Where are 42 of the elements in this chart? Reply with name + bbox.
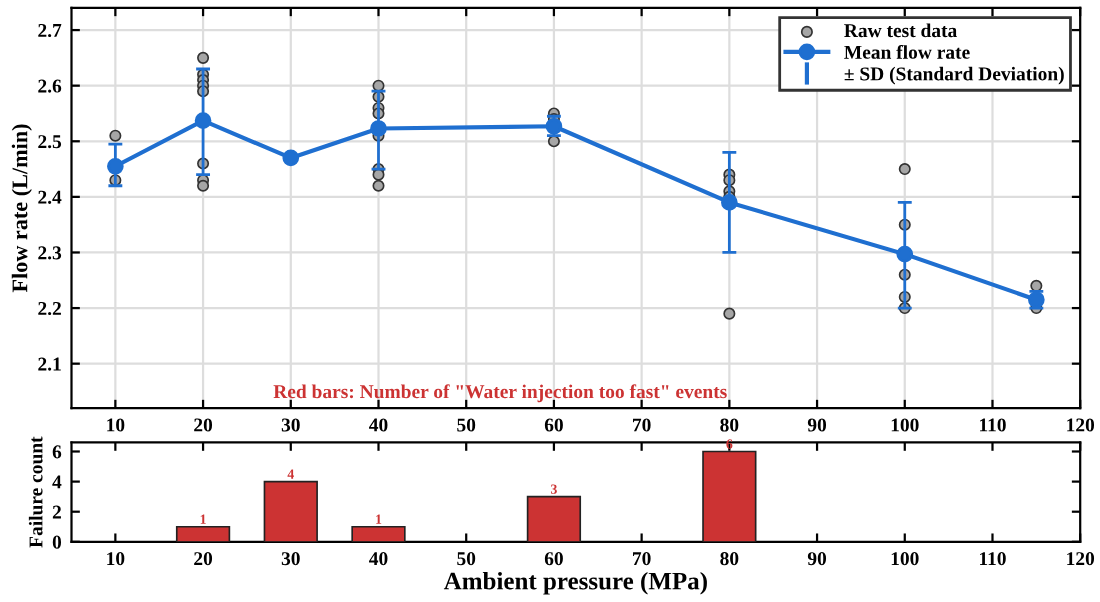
x-tick-label: 20 — [194, 418, 213, 432]
y-tick-label: 2.4 — [38, 190, 62, 204]
y-tick-label: 2.2 — [38, 301, 61, 316]
x-tick-label: 50 — [457, 552, 476, 566]
x-tick-label: 100 — [891, 418, 919, 432]
x-tick-label: 50 — [457, 418, 476, 432]
annotation: ± SD (Standard Deviation) — [844, 66, 1064, 85]
x-tick-label: 110 — [980, 418, 1006, 432]
legend-label: Raw test data — [844, 23, 957, 38]
x-tick-label: 60 — [544, 552, 563, 566]
y-tick-label: 4 — [52, 475, 62, 489]
x-axis-title: Ambient pressure (MPa) — [443, 571, 707, 595]
x-tick-label: 90 — [807, 418, 827, 432]
y-tick-label: 6 — [52, 445, 62, 459]
y-tick-label: 2.7 — [38, 23, 62, 38]
y-tick-label: 2.6 — [38, 79, 62, 93]
legend-label: Mean flow rate — [844, 44, 970, 59]
x-tick-label: 120 — [1067, 418, 1095, 432]
x-tick-label: 20 — [194, 552, 213, 566]
x-tick-label: 40 — [369, 418, 388, 432]
y-tick-label: 2.1 — [38, 357, 61, 371]
y-tick-label: 2.3 — [38, 246, 62, 260]
x-tick-label: 120 — [1067, 552, 1095, 566]
x-tick-label: 10 — [107, 418, 125, 432]
x-tick-label: 60 — [544, 418, 563, 432]
x-tick-label: 80 — [720, 552, 739, 566]
x-tick-label: 110 — [980, 552, 1006, 566]
annotation: Red bars: Number of "Water injection too fast" events — [273, 384, 727, 403]
x-tick-label: 90 — [807, 552, 827, 566]
y-axis-title: Failure count — [28, 436, 43, 548]
x-tick-label: 30 — [281, 418, 300, 432]
x-tick-label: 80 — [720, 418, 739, 432]
y-tick-label: 2.5 — [38, 135, 62, 149]
x-tick-label: 30 — [281, 552, 300, 566]
y-axis-title: Flow rate (L/min) — [11, 124, 32, 293]
x-tick-label: 70 — [633, 418, 651, 432]
x-tick-label: 70 — [633, 552, 651, 566]
y-tick-label: 2 — [52, 505, 61, 519]
x-tick-label: 100 — [891, 552, 919, 566]
y-tick-label: 0 — [52, 535, 62, 549]
x-tick-label: 10 — [107, 552, 125, 566]
x-tick-label: 40 — [369, 552, 388, 566]
